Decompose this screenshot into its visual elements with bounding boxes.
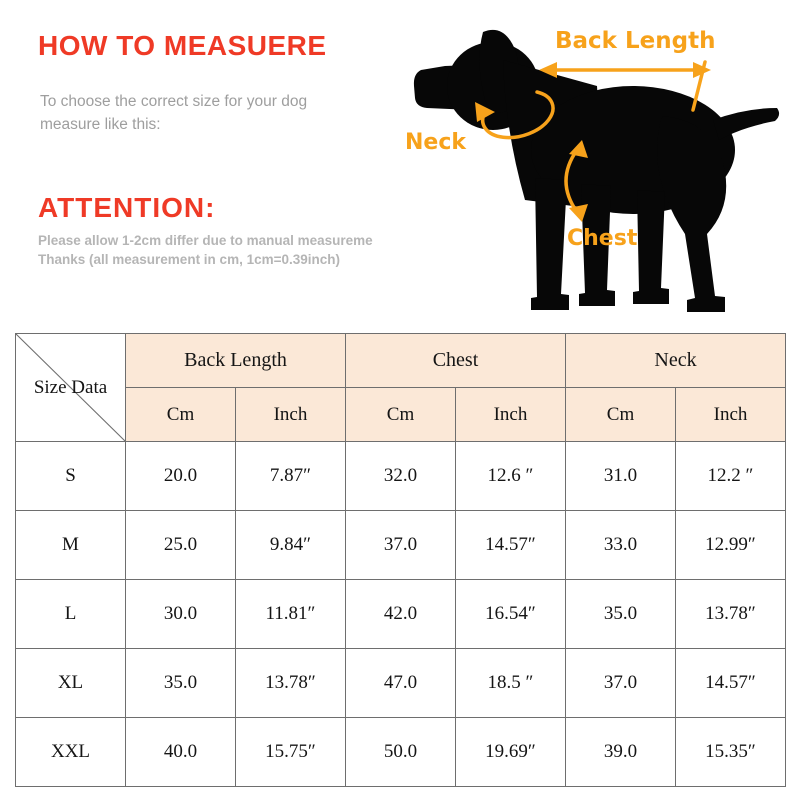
table-cell: 13.78″ [235, 648, 346, 718]
table-cell: 12.2 ″ [674, 441, 787, 511]
corner-label: Size Data [33, 377, 108, 398]
dog-measure-diagram: Back Length Neck Chest [385, 8, 785, 328]
table-cell: 30.0 [125, 579, 236, 649]
unit-header: Inch [455, 387, 566, 442]
back-length-label: Back Length [555, 28, 716, 54]
diagonal-divider [16, 334, 125, 441]
neck-label: Neck [405, 130, 467, 155]
table-unit-header-row: Cm Inch Cm Inch Cm Inch [16, 387, 787, 442]
attention-note: Please allow 1-2cm differ due to manual … [38, 231, 398, 269]
size-label: M [15, 510, 126, 580]
table-cell: 32.0 [345, 441, 456, 511]
table-cell: 42.0 [345, 579, 456, 649]
table-row-xxl: XXL 40.0 15.75″ 50.0 19.69″ 39.0 15.35″ [15, 717, 787, 787]
table-cell: 18.5 ″ [455, 648, 566, 718]
table-row-xl: XL 35.0 13.78″ 47.0 18.5 ″ 37.0 14.57″ [15, 648, 787, 718]
table-cell: 47.0 [345, 648, 456, 718]
table-cell: 25.0 [125, 510, 236, 580]
table-cell: 19.69″ [455, 717, 566, 787]
unit-header: Inch [674, 387, 787, 442]
table-cell: 40.0 [125, 717, 236, 787]
table-cell: 13.78″ [674, 579, 787, 649]
size-label: S [15, 441, 126, 511]
unit-header: Inch [235, 387, 346, 442]
table-cell: 16.54″ [455, 579, 566, 649]
table-cell: 37.0 [565, 648, 676, 718]
attention-note-line-1: Please allow 1-2cm differ due to manual … [38, 233, 373, 248]
chest-label: Chest [567, 226, 638, 251]
table-cell: 9.84″ [235, 510, 346, 580]
col-group-back-length: Back Length [125, 333, 346, 388]
intro-line-1: To choose the correct size for your dog [40, 93, 308, 110]
neck-arrow-icon [475, 90, 555, 140]
col-group-chest: Chest [345, 333, 566, 388]
table-cell: 39.0 [565, 717, 676, 787]
table-cell: 33.0 [565, 510, 676, 580]
table-cell: 50.0 [345, 717, 456, 787]
unit-header: Cm [565, 387, 676, 442]
table-cell: 12.99″ [674, 510, 787, 580]
page-title: HOW TO MEASUERE [38, 30, 327, 61]
chest-arrow-icon [564, 140, 588, 222]
dog-diagram-canvas [413, 29, 780, 312]
table-cell: 37.0 [345, 510, 456, 580]
table-row-s: S 20.0 7.87″ 32.0 12.6 ″ 31.0 12.2 ″ [15, 441, 787, 511]
unit-header: Cm [125, 387, 236, 442]
size-label: XXL [15, 717, 126, 787]
size-chart-table: Size Data Back Length Chest Neck Cm Inch… [15, 333, 787, 787]
table-row-l: L 30.0 11.81″ 42.0 16.54″ 35.0 13.78″ [15, 579, 787, 649]
table-cell: 20.0 [125, 441, 236, 511]
table-cell: 14.57″ [674, 648, 787, 718]
back-length-arrow-icon [539, 60, 711, 112]
table-cell: 35.0 [125, 648, 236, 718]
size-label: XL [15, 648, 126, 718]
table-group-header-row: Size Data Back Length Chest Neck [15, 333, 787, 442]
unit-header: Cm [345, 387, 456, 442]
table-row-m: M 25.0 9.84″ 37.0 14.57″ 33.0 12.99″ [15, 510, 787, 580]
attention-note-line-2: Thanks (all measurement in cm, 1cm=0.39i… [38, 252, 340, 267]
table-cell: 35.0 [565, 579, 676, 649]
attention-heading: ATTENTION: [38, 192, 216, 223]
table-cell: 7.87″ [235, 441, 346, 511]
size-label: L [15, 579, 126, 649]
corner-cell: Size Data [15, 333, 126, 442]
table-cell: 31.0 [565, 441, 676, 511]
intro-text: To choose the correct size for your dog … [40, 90, 307, 136]
table-cell: 14.57″ [455, 510, 566, 580]
table-cell: 11.81″ [235, 579, 346, 649]
col-group-neck: Neck [564, 333, 787, 388]
table-cell: 15.75″ [235, 717, 346, 787]
table-cell: 15.35″ [674, 717, 787, 787]
table-cell: 12.6 ″ [455, 441, 566, 511]
dog-silhouette-icon [413, 29, 780, 312]
intro-line-2: measure like this: [40, 116, 161, 133]
